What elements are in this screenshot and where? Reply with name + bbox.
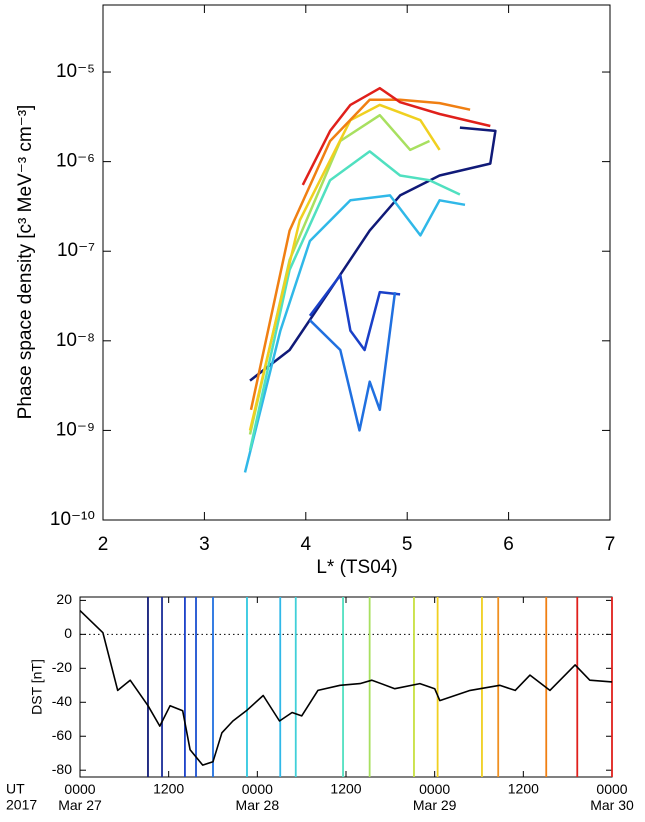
x-tick-label: 5	[402, 534, 413, 555]
y-tick-label: 10⁻⁶	[56, 151, 95, 172]
x-tick-label: 0000 Mar 27	[58, 781, 102, 813]
y-tick-label: 10⁻⁸	[56, 330, 95, 351]
plot-frame	[102, 4, 611, 521]
y-axis-label: Phase space density [c³ MeV⁻³ cm⁻³]	[15, 105, 36, 420]
data-line	[308, 273, 401, 352]
y-tick-label: -20	[52, 659, 72, 675]
x-tick-label: 0000 Mar 29	[413, 781, 457, 813]
data-line	[249, 98, 471, 411]
y-tick-label: -80	[52, 761, 72, 777]
x-tick-label: 4	[301, 534, 312, 555]
x-axis-label: L* (TS04)	[316, 557, 397, 578]
x-tick-label: 7	[605, 534, 616, 555]
x-tick-label: 1200	[153, 781, 184, 797]
x-tick-label: 0000 Mar 30	[590, 781, 634, 813]
corner-label: 2017	[6, 797, 37, 813]
x-tick-label: 1200	[330, 781, 361, 797]
y-axis-label: DST [nT]	[29, 659, 45, 715]
x-tick-label: 3	[199, 534, 210, 555]
x-tick-label: 1200	[508, 781, 539, 797]
data-line	[248, 150, 461, 451]
data-line	[301, 86, 491, 186]
y-tick-label: 10⁻⁷	[57, 240, 95, 261]
y-tick-label: 20	[56, 591, 72, 607]
plot-frame	[79, 596, 613, 778]
x-tick-label: 2	[98, 534, 109, 555]
data-line	[79, 610, 613, 766]
y-tick-label: -40	[52, 693, 72, 709]
data-line	[309, 291, 397, 432]
corner-label: UT	[6, 781, 25, 797]
y-tick-label: 0	[64, 625, 72, 641]
y-tick-label: -60	[52, 727, 72, 743]
y-tick-label: 10⁻⁹	[56, 419, 95, 440]
data-line	[243, 194, 466, 473]
data-line	[248, 103, 441, 431]
y-tick-label: 10⁻¹⁰	[50, 509, 95, 530]
data-line	[249, 126, 497, 382]
x-tick-label: 0000 Mar 28	[236, 781, 280, 813]
y-tick-label: 10⁻⁵	[56, 61, 95, 82]
x-tick-label: 6	[503, 534, 514, 555]
